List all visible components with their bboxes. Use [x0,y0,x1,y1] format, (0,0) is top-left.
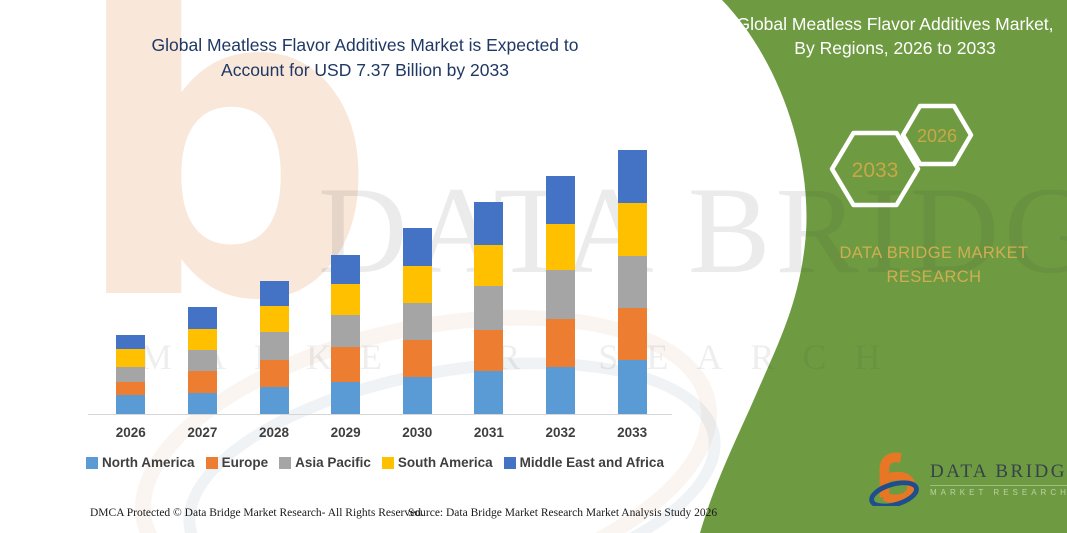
bar-segment-asia-pacific [474,286,504,330]
legend-swatch-icon [381,456,394,469]
bar-segment-middle-east-and-africa [187,307,217,329]
bar-segment-asia-pacific [546,270,576,319]
x-axis-line [88,414,672,415]
legend-label: South America [397,455,493,470]
bar-segment-south-america [474,245,504,286]
bar-segment-north-america [259,387,289,414]
hexagon-2033-outline [829,130,921,208]
legend-swatch-icon [279,456,292,469]
stacked-bar-2028 [259,281,289,414]
x-axis-label-2032: 2032 [545,425,576,440]
stacked-bar-2027 [187,307,217,414]
bar-segment-middle-east-and-africa [259,281,289,306]
bar-segment-europe [474,330,504,371]
bar-segment-south-america [187,329,217,350]
bar-segment-asia-pacific [116,367,146,382]
bar-segment-europe [617,308,647,360]
bar-segment-europe [331,347,361,382]
logo-b-stem [879,452,902,498]
legend-label: Middle East and Africa [519,455,664,470]
year-hexagons: 2033 2026 [829,103,974,208]
hexagon-2033-label: 2033 [852,159,899,182]
bar-segment-middle-east-and-africa [116,335,146,349]
x-axis-label-2028: 2028 [259,425,290,440]
bar-segment-middle-east-and-africa [617,150,647,203]
data-bridge-logo-mark [869,452,919,506]
legend-swatch-icon [205,456,218,469]
chart-legend: North America Europe Asia Pacific South Ame… [60,455,690,470]
logo-b-bowl [882,471,916,504]
bar-segment-europe [546,319,576,367]
bar-segment-north-america [546,367,576,414]
watermark-b-logo-glyph: b [70,0,378,395]
bar-segment-south-america [116,349,146,367]
x-axis-label-2030: 2030 [402,425,433,440]
bar-segment-europe [402,340,432,377]
legend-item-south-america: South America [381,455,493,470]
bar-segment-north-america [187,393,217,414]
bar-segment-middle-east-and-africa [402,228,432,266]
hexagon-2026-outline [900,103,974,167]
data-bridge-logo: DATA BRIDGE MARKET RESEARCH [868,452,1067,506]
legend-swatch-icon [86,456,99,469]
legend-item-north-america: North America [86,455,195,470]
legend-item-asia-pacific: Asia Pacific [279,455,371,470]
bar-segment-north-america [474,371,504,414]
stacked-bar-2029 [331,255,361,414]
logo-wordmark: DATA BRIDGE [930,461,1067,486]
bar-segment-north-america [331,382,361,414]
x-axis-label-2026: 2026 [115,425,146,440]
bar-segment-asia-pacific [331,315,361,347]
hexagon-2026-label: 2026 [917,126,957,146]
watermark-data-bridge-text: DATA BRIDGE [318,162,1067,299]
bar-segment-middle-east-and-africa [546,176,576,224]
bar-segment-north-america [116,395,146,414]
stacked-bar-2033 [617,150,647,414]
legend-item-europe: Europe [205,455,269,470]
chart-title: Global Meatless Flavor Additives Market … [151,35,579,81]
brand-caption: DATA BRIDGE MARKET RESEARCH [839,244,1029,286]
x-axis-label-2027: 2027 [187,425,218,440]
x-axis-label-2031: 2031 [473,425,504,440]
plot-area [95,140,668,414]
bar-segment-south-america [331,284,361,315]
bar-segment-north-america [617,360,647,414]
bar-segment-south-america [617,203,647,256]
footer-source-text: Source: Data Bridge Market Research Mark… [408,507,718,519]
bar-segment-asia-pacific [259,332,289,360]
bar-segment-europe [116,382,146,395]
panel-title: Global Meatless Flavor Additives Market,… [736,14,1054,58]
bar-segment-europe [187,371,217,393]
logo-swoosh [869,480,919,506]
legend-label: Europe [221,455,269,470]
legend-label: Asia Pacific [295,455,371,470]
x-axis-label-2029: 2029 [330,425,361,440]
bar-segment-middle-east-and-africa [331,255,361,284]
legend-item-middle-east-and-africa: Middle East and Africa [503,455,664,470]
footer-dmca-text: DMCA Protected © Data Bridge Market Rese… [90,507,424,519]
legend-swatch-icon [503,456,516,469]
stacked-bar-2026 [116,335,146,414]
bar-segment-asia-pacific [187,350,217,371]
bar-segment-south-america [259,306,289,332]
stacked-bar-2032 [546,176,576,414]
bar-segment-asia-pacific [402,303,432,340]
logo-tagline: MARKET RESEARCH [930,488,1067,497]
bar-segment-south-america [402,266,432,303]
bar-segment-asia-pacific [617,256,647,308]
legend-label: North America [102,455,195,470]
bar-segment-south-america [546,224,576,270]
logo-texts: DATA BRIDGE MARKET RESEARCH [930,461,1067,497]
x-axis-labels: 2026 2027 2028 2029 2030 2031 2032 2033 [95,425,668,443]
stacked-bar-2030 [402,228,432,414]
x-axis-label-2033: 2033 [617,425,648,440]
stacked-bar-2031 [474,202,504,414]
bar-segment-north-america [402,377,432,414]
bar-segment-europe [259,360,289,387]
bar-segment-middle-east-and-africa [474,202,504,245]
